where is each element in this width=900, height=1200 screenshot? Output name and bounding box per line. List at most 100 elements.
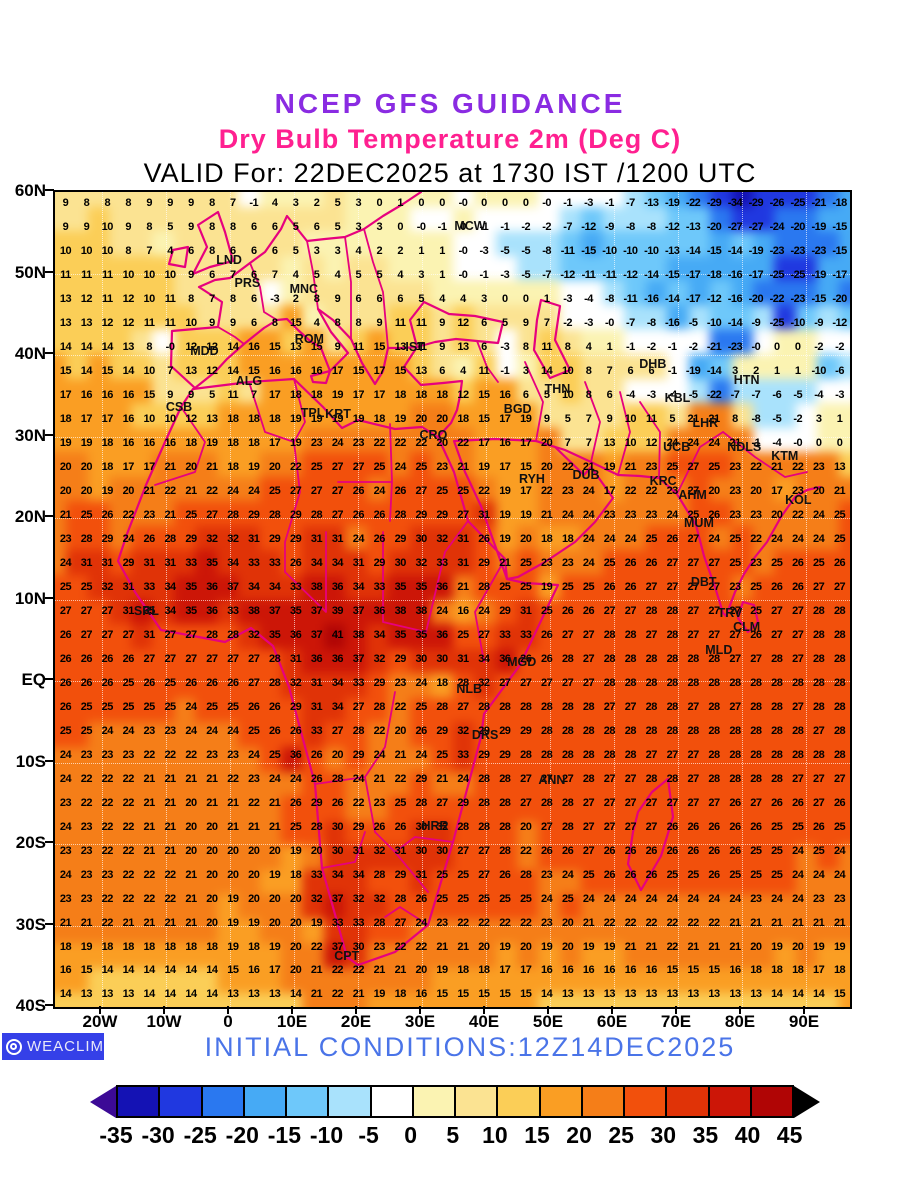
temp-value: 31 — [457, 533, 469, 546]
temp-value: 28 — [394, 509, 407, 522]
temp-value: 28 — [352, 724, 365, 737]
temp-value: 36 — [206, 580, 218, 593]
temp-value: 21 — [185, 916, 197, 929]
temp-value: 28 — [520, 868, 532, 881]
temp-value: 20 — [59, 461, 72, 474]
temp-value: 24 — [645, 892, 658, 905]
temp-value: 22 — [624, 485, 637, 498]
temp-value: 10 — [59, 245, 72, 258]
field-row — [55, 746, 850, 772]
temp-value: 21 — [708, 940, 720, 953]
temp-value: 31 — [143, 557, 156, 570]
temp-value: 6 — [188, 245, 194, 258]
lat-tick — [45, 433, 54, 436]
temp-value: 24 — [352, 533, 365, 546]
temp-value: 0 — [522, 293, 529, 306]
temp-value: 21 — [59, 509, 72, 522]
temp-value: 28 — [457, 676, 469, 689]
temp-value: 22 — [122, 772, 135, 785]
temp-value: 10 — [101, 221, 114, 234]
field-row — [55, 697, 850, 723]
temp-value: -22 — [706, 389, 722, 402]
temp-value: 27 — [729, 628, 741, 641]
temp-value: 27 — [813, 724, 825, 737]
temp-value: 28 — [729, 772, 741, 785]
lon-tick — [355, 1006, 357, 1014]
temp-value: 25 — [122, 676, 135, 689]
temp-value: 26 — [289, 557, 302, 570]
temp-value: 23 — [143, 724, 156, 737]
temp-value: 4 — [397, 269, 404, 282]
temp-value: -23 — [811, 245, 826, 258]
temp-value: 17 — [269, 964, 281, 977]
temp-value: 28 — [687, 676, 699, 689]
temp-value: 27 — [248, 676, 260, 689]
temp-value: 5 — [334, 197, 341, 210]
lat-label: 30N — [14, 425, 46, 445]
temp-value: 28 — [645, 604, 658, 617]
field-row — [55, 476, 850, 502]
temp-value: -15 — [706, 245, 722, 258]
station-label: DBT — [690, 575, 717, 590]
temp-value: 36 — [436, 580, 448, 593]
temp-value: 19 — [227, 916, 239, 929]
temp-value: 14 — [101, 341, 114, 354]
temp-value: 20 — [289, 940, 302, 953]
colorbar-below-arrow — [90, 1085, 116, 1118]
temp-value: 24 — [687, 892, 699, 905]
colorbar-segment — [158, 1087, 201, 1116]
temp-value: 20 — [59, 485, 72, 498]
temp-value: 30 — [415, 844, 428, 857]
temp-value: 16 — [310, 365, 323, 378]
temp-value: 16 — [248, 964, 260, 977]
temp-value: 28 — [541, 700, 553, 713]
lon-label: 50E — [532, 1012, 564, 1031]
temp-value: 29 — [394, 652, 407, 665]
lon-label: 20W — [82, 1012, 118, 1031]
temp-value: -3 — [479, 245, 489, 258]
temp-value: 24 — [352, 772, 365, 785]
station-label: KRC — [649, 473, 677, 488]
temp-value: 19 — [541, 940, 553, 953]
temp-value: 31 — [143, 628, 156, 641]
temp-value: 25 — [582, 868, 595, 881]
temp-value: 31 — [457, 557, 469, 570]
lon-tick — [547, 1006, 549, 1014]
temp-value: 29 — [499, 604, 511, 617]
temp-value: -2 — [793, 413, 803, 426]
temp-row: 10 10 10 8 7 4 6 8 6 6 6 5 3 3 4 2 2 1 1 -0 -3 -5 -5 -8 -11 -15 -1… — [55, 240, 850, 264]
temp-value: 24 — [792, 533, 804, 546]
temp-value: 24 — [792, 844, 804, 857]
temp-value: 11 — [478, 365, 490, 378]
temp-value: 19 — [520, 509, 532, 522]
temp-value: 18 — [750, 964, 762, 977]
temp-value: 27 — [687, 604, 699, 617]
temp-value: 27 — [645, 628, 658, 641]
temp-value: 22 — [143, 868, 156, 881]
temp-value: -25 — [790, 269, 806, 282]
temp-value: 14 — [185, 988, 197, 1001]
temp-value: 10 — [185, 317, 197, 330]
temp-value: 12 — [80, 293, 93, 306]
temp-value: 33 — [457, 748, 469, 761]
temp-value: 23 — [561, 485, 574, 498]
temp-value: 28 — [457, 820, 469, 833]
temp-value: 26 — [708, 820, 720, 833]
temp-value: 16 — [122, 437, 135, 450]
temp-value: 31 — [122, 604, 135, 617]
temp-value: 26 — [729, 820, 741, 833]
temp-value: -3 — [584, 197, 593, 210]
temp-value: 22 — [394, 437, 407, 450]
temp-value: 24 — [373, 485, 386, 498]
temp-value: -0 — [793, 437, 803, 450]
temp-value: -2 — [835, 341, 844, 354]
temp-value: 28 — [561, 724, 574, 737]
temp-value: 14 — [541, 365, 553, 378]
temp-value: 25 — [185, 509, 197, 522]
temp-value: 32 — [478, 676, 490, 689]
temp-value: 37 — [310, 628, 323, 641]
temp-value: 22 — [352, 796, 365, 809]
temp-value: 14 — [59, 988, 72, 1001]
temp-value: 26 — [666, 533, 679, 546]
temp-value: 22 — [687, 916, 699, 929]
